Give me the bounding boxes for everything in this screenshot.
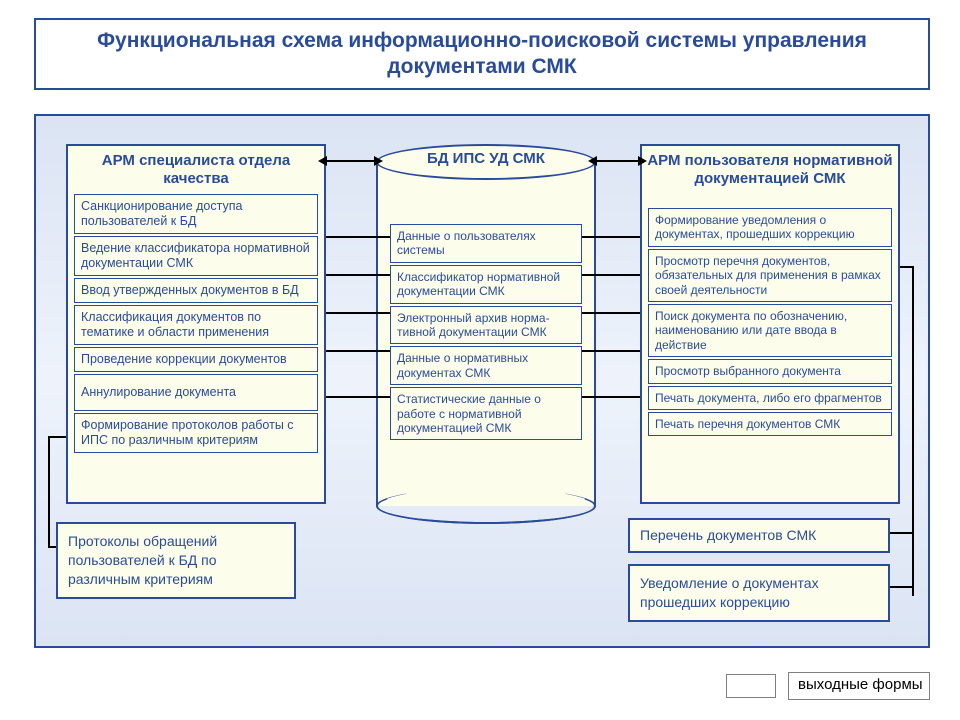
list-item: Ввод утвержденных документов в БД bbox=[74, 278, 318, 303]
left-panel-items: Санкционирование доступа пользователей к… bbox=[74, 194, 318, 455]
list-item: Печать документа, либо его фрагментов bbox=[648, 386, 892, 410]
left-panel: АРМ специалиста отдела качества Санкцион… bbox=[66, 144, 326, 504]
right-panel-header: АРМ пользователя нормативной документаци… bbox=[642, 146, 898, 194]
list-item: Поиск документа по обозначению, наименов… bbox=[648, 304, 892, 357]
list-item: Электронный архив норма- тивной документ… bbox=[390, 306, 582, 345]
diagram-title: Функциональная схема информационно-поиск… bbox=[34, 18, 930, 90]
left-panel-header: АРМ специалиста отдела качества bbox=[68, 146, 324, 194]
output-right-1: Перечень документов СМК bbox=[628, 518, 890, 553]
list-item: Формирование уведомления о документах, п… bbox=[648, 208, 892, 247]
list-item: Ведение классификатора нормативной докум… bbox=[74, 236, 318, 276]
right-panel-items: Формирование уведомления о документах, п… bbox=[648, 208, 892, 438]
list-item: Формирование протоколов работы с ИПС по … bbox=[74, 413, 318, 453]
right-panel: АРМ пользователя нормативной документаци… bbox=[640, 144, 900, 504]
db-items: Данные о пользователях системы Классифик… bbox=[390, 224, 582, 442]
list-item: Проведение коррекции документов bbox=[74, 347, 318, 372]
list-item: Просмотр выбранного документа bbox=[648, 359, 892, 383]
db-header: БД ИПС УД СМК bbox=[376, 150, 596, 167]
list-item: Печать перечня документов СМК bbox=[648, 412, 892, 436]
list-item: Классификация документов по тематике и о… bbox=[74, 305, 318, 345]
output-right-2: Уведомление о документах прошедших корре… bbox=[628, 564, 890, 622]
output-left: Протоколы обращений пользователей к БД п… bbox=[56, 522, 296, 599]
list-item: Данные о пользователях системы bbox=[390, 224, 582, 263]
list-item: Статистические данные о работе с нормати… bbox=[390, 387, 582, 440]
database-cylinder: БД ИПС УД СМК Данные о пользователях сис… bbox=[376, 144, 596, 524]
list-item: Данные о нормативных документах СМК bbox=[390, 346, 582, 385]
diagram-stage: АРМ специалиста отдела качества Санкцион… bbox=[34, 114, 930, 648]
list-item: Санкционирование доступа пользователей к… bbox=[74, 194, 318, 234]
footer-swatch bbox=[726, 674, 776, 698]
list-item: Аннулирование документа bbox=[74, 374, 318, 411]
footer-label: выходные формы bbox=[798, 676, 923, 693]
list-item: Классификатор нормативной документации С… bbox=[390, 265, 582, 304]
diagram-canvas: Функциональная схема информационно-поиск… bbox=[0, 0, 960, 720]
list-item: Просмотр перечня документов, обязательны… bbox=[648, 249, 892, 302]
